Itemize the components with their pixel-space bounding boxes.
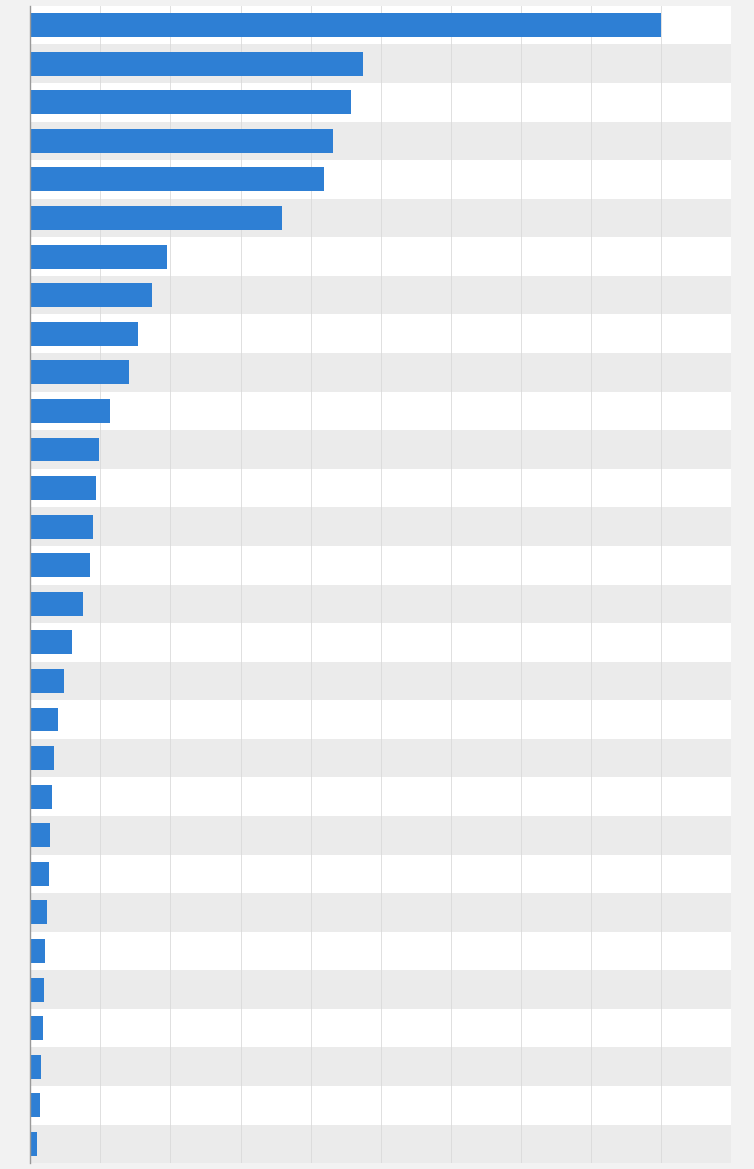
Bar [30,1086,731,1125]
Bar [30,739,731,777]
Bar [30,167,324,192]
Bar [30,623,731,662]
Bar [30,353,731,392]
Bar [30,469,731,507]
Bar [30,44,731,83]
Bar [30,199,731,237]
Bar [30,862,48,886]
Bar [30,900,47,925]
Bar [30,206,281,230]
Bar [30,437,100,462]
Bar [30,700,731,739]
Bar [30,122,731,160]
Bar [30,970,731,1009]
Bar [30,1016,42,1040]
Bar [30,392,731,430]
Bar [30,823,51,848]
Bar [30,244,167,269]
Bar [30,1132,37,1156]
Bar [30,1009,731,1047]
Bar [30,476,96,500]
Bar [30,855,731,893]
Bar [30,283,152,307]
Bar [30,816,731,855]
Bar [30,592,83,616]
Bar [30,51,363,76]
Bar [30,784,52,809]
Bar [30,1047,731,1086]
Bar [30,276,731,314]
Bar [30,932,731,970]
Bar [30,6,731,44]
Bar [30,553,90,577]
Bar [30,399,110,423]
Bar [30,630,72,655]
Bar [30,129,333,153]
Bar [30,237,731,276]
Bar [30,1125,731,1163]
Bar [30,90,351,115]
Bar [30,1093,40,1118]
Bar [30,83,731,122]
Bar [30,514,93,539]
Bar [30,430,731,469]
Bar [30,546,731,584]
Bar [30,746,54,770]
Bar [30,939,45,963]
Bar [30,13,661,37]
Bar [30,669,64,693]
Bar [30,662,731,700]
Bar [30,977,44,1002]
Bar [30,507,731,546]
Bar [30,321,138,346]
Bar [30,160,731,199]
Bar [30,707,58,732]
Bar [30,893,731,932]
Bar [30,777,731,816]
Bar [30,360,130,385]
Bar [30,584,731,623]
Bar [30,1054,41,1079]
Bar [30,314,731,353]
